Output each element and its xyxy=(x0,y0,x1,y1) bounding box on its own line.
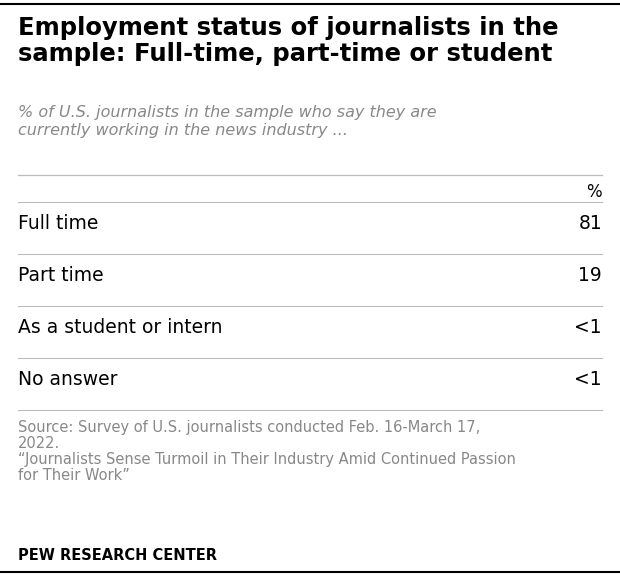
Text: No answer: No answer xyxy=(18,370,118,389)
Text: Full time: Full time xyxy=(18,214,99,233)
Text: <1: <1 xyxy=(574,318,602,337)
Text: “Journalists Sense Turmoil in Their Industry Amid Continued Passion: “Journalists Sense Turmoil in Their Indu… xyxy=(18,452,516,467)
Text: 19: 19 xyxy=(578,266,602,285)
Text: 81: 81 xyxy=(578,214,602,233)
Text: 2022.: 2022. xyxy=(18,436,60,451)
Text: Part time: Part time xyxy=(18,266,104,285)
Text: sample: Full-time, part-time or student: sample: Full-time, part-time or student xyxy=(18,42,552,66)
Text: %: % xyxy=(587,183,602,201)
Text: Employment status of journalists in the: Employment status of journalists in the xyxy=(18,16,559,40)
Text: Source: Survey of U.S. journalists conducted Feb. 16-March 17,: Source: Survey of U.S. journalists condu… xyxy=(18,420,480,435)
Text: <1: <1 xyxy=(574,370,602,389)
Text: currently working in the news industry ...: currently working in the news industry .… xyxy=(18,123,348,138)
Text: % of U.S. journalists in the sample who say they are: % of U.S. journalists in the sample who … xyxy=(18,105,436,120)
Text: for Their Work”: for Their Work” xyxy=(18,468,130,483)
Text: As a student or intern: As a student or intern xyxy=(18,318,223,337)
Text: PEW RESEARCH CENTER: PEW RESEARCH CENTER xyxy=(18,548,217,563)
